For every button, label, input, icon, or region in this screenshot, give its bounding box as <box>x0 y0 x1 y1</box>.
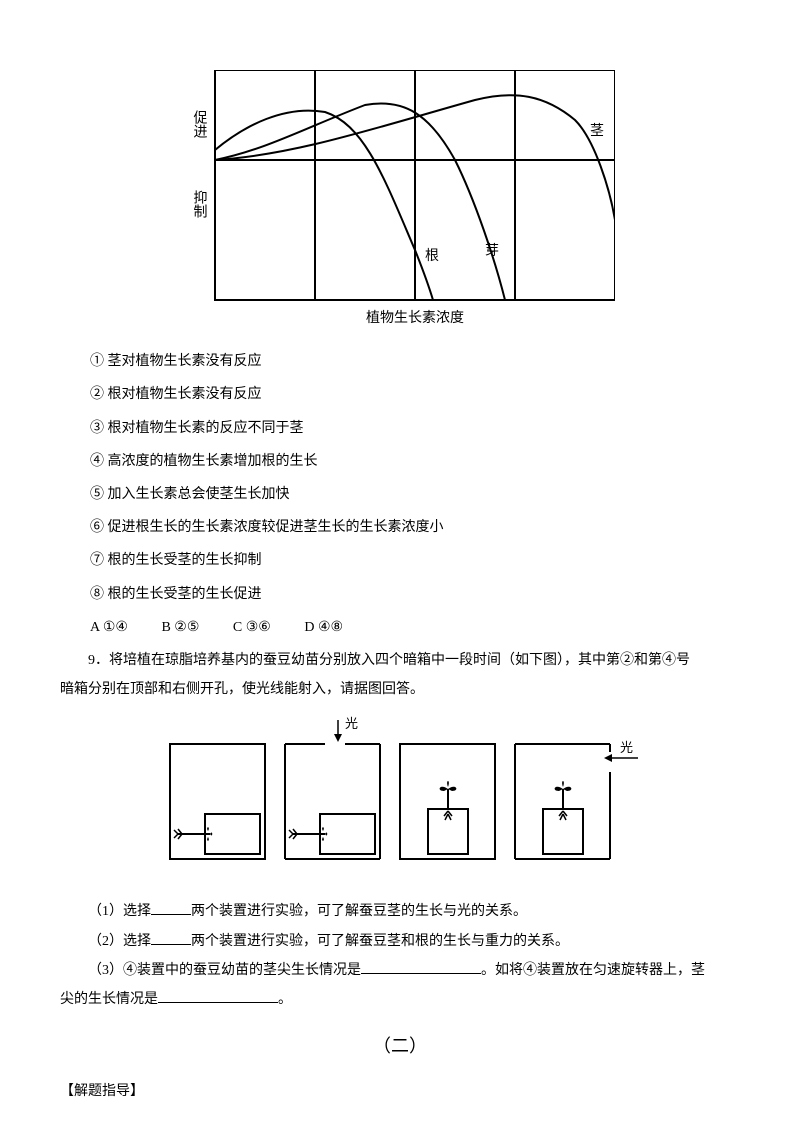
blank-3 <box>361 959 481 974</box>
svg-text:光: 光 <box>345 716 358 731</box>
xlabel: 植物生长素浓度 <box>366 310 464 326</box>
sub-q3-line2: 尖的生长情况是 。 <box>60 987 740 1012</box>
box-svg: 光 光 <box>160 714 640 874</box>
chart-svg: 促进 抑制 根 芽 茎 植物生长素浓度 <box>185 70 615 330</box>
sub-q3-b: 。如将④装置放在匀速旋转器上，茎 <box>481 963 705 978</box>
blank-1 <box>151 900 191 915</box>
statement-5: ⑤ 加入生长素总会使茎生长加快 <box>90 482 740 507</box>
statement-4: ④ 高浓度的植物生长素增加根的生长 <box>90 449 740 474</box>
option-c: C ③⑥ <box>233 615 271 640</box>
box-diagram: 光 光 <box>60 714 740 883</box>
sub-q1-b: 两个装置进行实验，可了解蚕豆茎的生长与光的关系。 <box>191 904 527 919</box>
statement-1: ① 茎对植物生长素没有反应 <box>90 349 740 374</box>
statement-3: ③ 根对植物生长素的反应不同于茎 <box>90 416 740 441</box>
statement-8: ⑧ 根的生长受茎的生长促进 <box>90 582 740 607</box>
options-row: A ①④ B ②⑤ C ③⑥ D ④⑧ <box>90 615 740 640</box>
label-root: 根 <box>425 248 439 264</box>
label-stem: 茎 <box>590 123 604 139</box>
statement-7: ⑦ 根的生长受茎的生长抑制 <box>90 548 740 573</box>
sub-q2-a: （2）选择 <box>88 934 151 949</box>
q9-stem-line2: 暗箱分别在顶部和右侧开孔，使光线能射入，请据图回答。 <box>60 677 740 702</box>
box-4 <box>515 744 610 859</box>
sub-q3-c: 尖的生长情况是 <box>60 992 158 1007</box>
ylabel-promote: 促进 <box>192 110 208 138</box>
sub-q1-a: （1）选择 <box>88 904 151 919</box>
statement-6: ⑥ 促进根生长的生长素浓度较促进茎生长的生长素浓度小 <box>90 515 740 540</box>
box-3 <box>400 744 495 859</box>
blank-4 <box>158 988 278 1003</box>
sub-q2: （2）选择 两个装置进行实验，可了解蚕豆茎和根的生长与重力的关系。 <box>60 929 740 954</box>
sub-q2-b: 两个装置进行实验，可了解蚕豆茎和根的生长与重力的关系。 <box>191 934 569 949</box>
label-bud: 芽 <box>485 243 499 259</box>
box-2 <box>285 744 380 859</box>
statements-list: ① 茎对植物生长素没有反应 ② 根对植物生长素没有反应 ③ 根对植物生长素的反应… <box>90 349 740 607</box>
ylabel-inhibit: 抑制 <box>192 190 208 218</box>
blank-2 <box>151 930 191 945</box>
section-heading-2: （二） <box>60 1030 740 1062</box>
sub-q3-a: （3）④装置中的蚕豆幼苗的茎尖生长情况是 <box>88 963 361 978</box>
option-d: D ④⑧ <box>304 615 343 640</box>
auxin-concentration-chart: 促进 抑制 根 芽 茎 植物生长素浓度 <box>60 70 740 339</box>
option-b: B ②⑤ <box>161 615 199 640</box>
statement-2: ② 根对植物生长素没有反应 <box>90 382 740 407</box>
svg-text:光: 光 <box>620 740 633 755</box>
option-a: A ①④ <box>90 615 128 640</box>
sub-q3: （3）④装置中的蚕豆幼苗的茎尖生长情况是 。如将④装置放在匀速旋转器上，茎 <box>60 958 740 983</box>
box-1 <box>170 744 265 859</box>
sub-q3-d: 。 <box>278 992 292 1007</box>
solution-guide-label: 【解题指导】 <box>60 1079 740 1104</box>
q9-stem-line1: 9．将培植在琼脂培养基内的蚕豆幼苗分别放入四个暗箱中一段时间（如下图），其中第②… <box>60 648 740 673</box>
light-top: 光 <box>334 716 358 742</box>
sub-q1: （1）选择 两个装置进行实验，可了解蚕豆茎的生长与光的关系。 <box>60 899 740 924</box>
